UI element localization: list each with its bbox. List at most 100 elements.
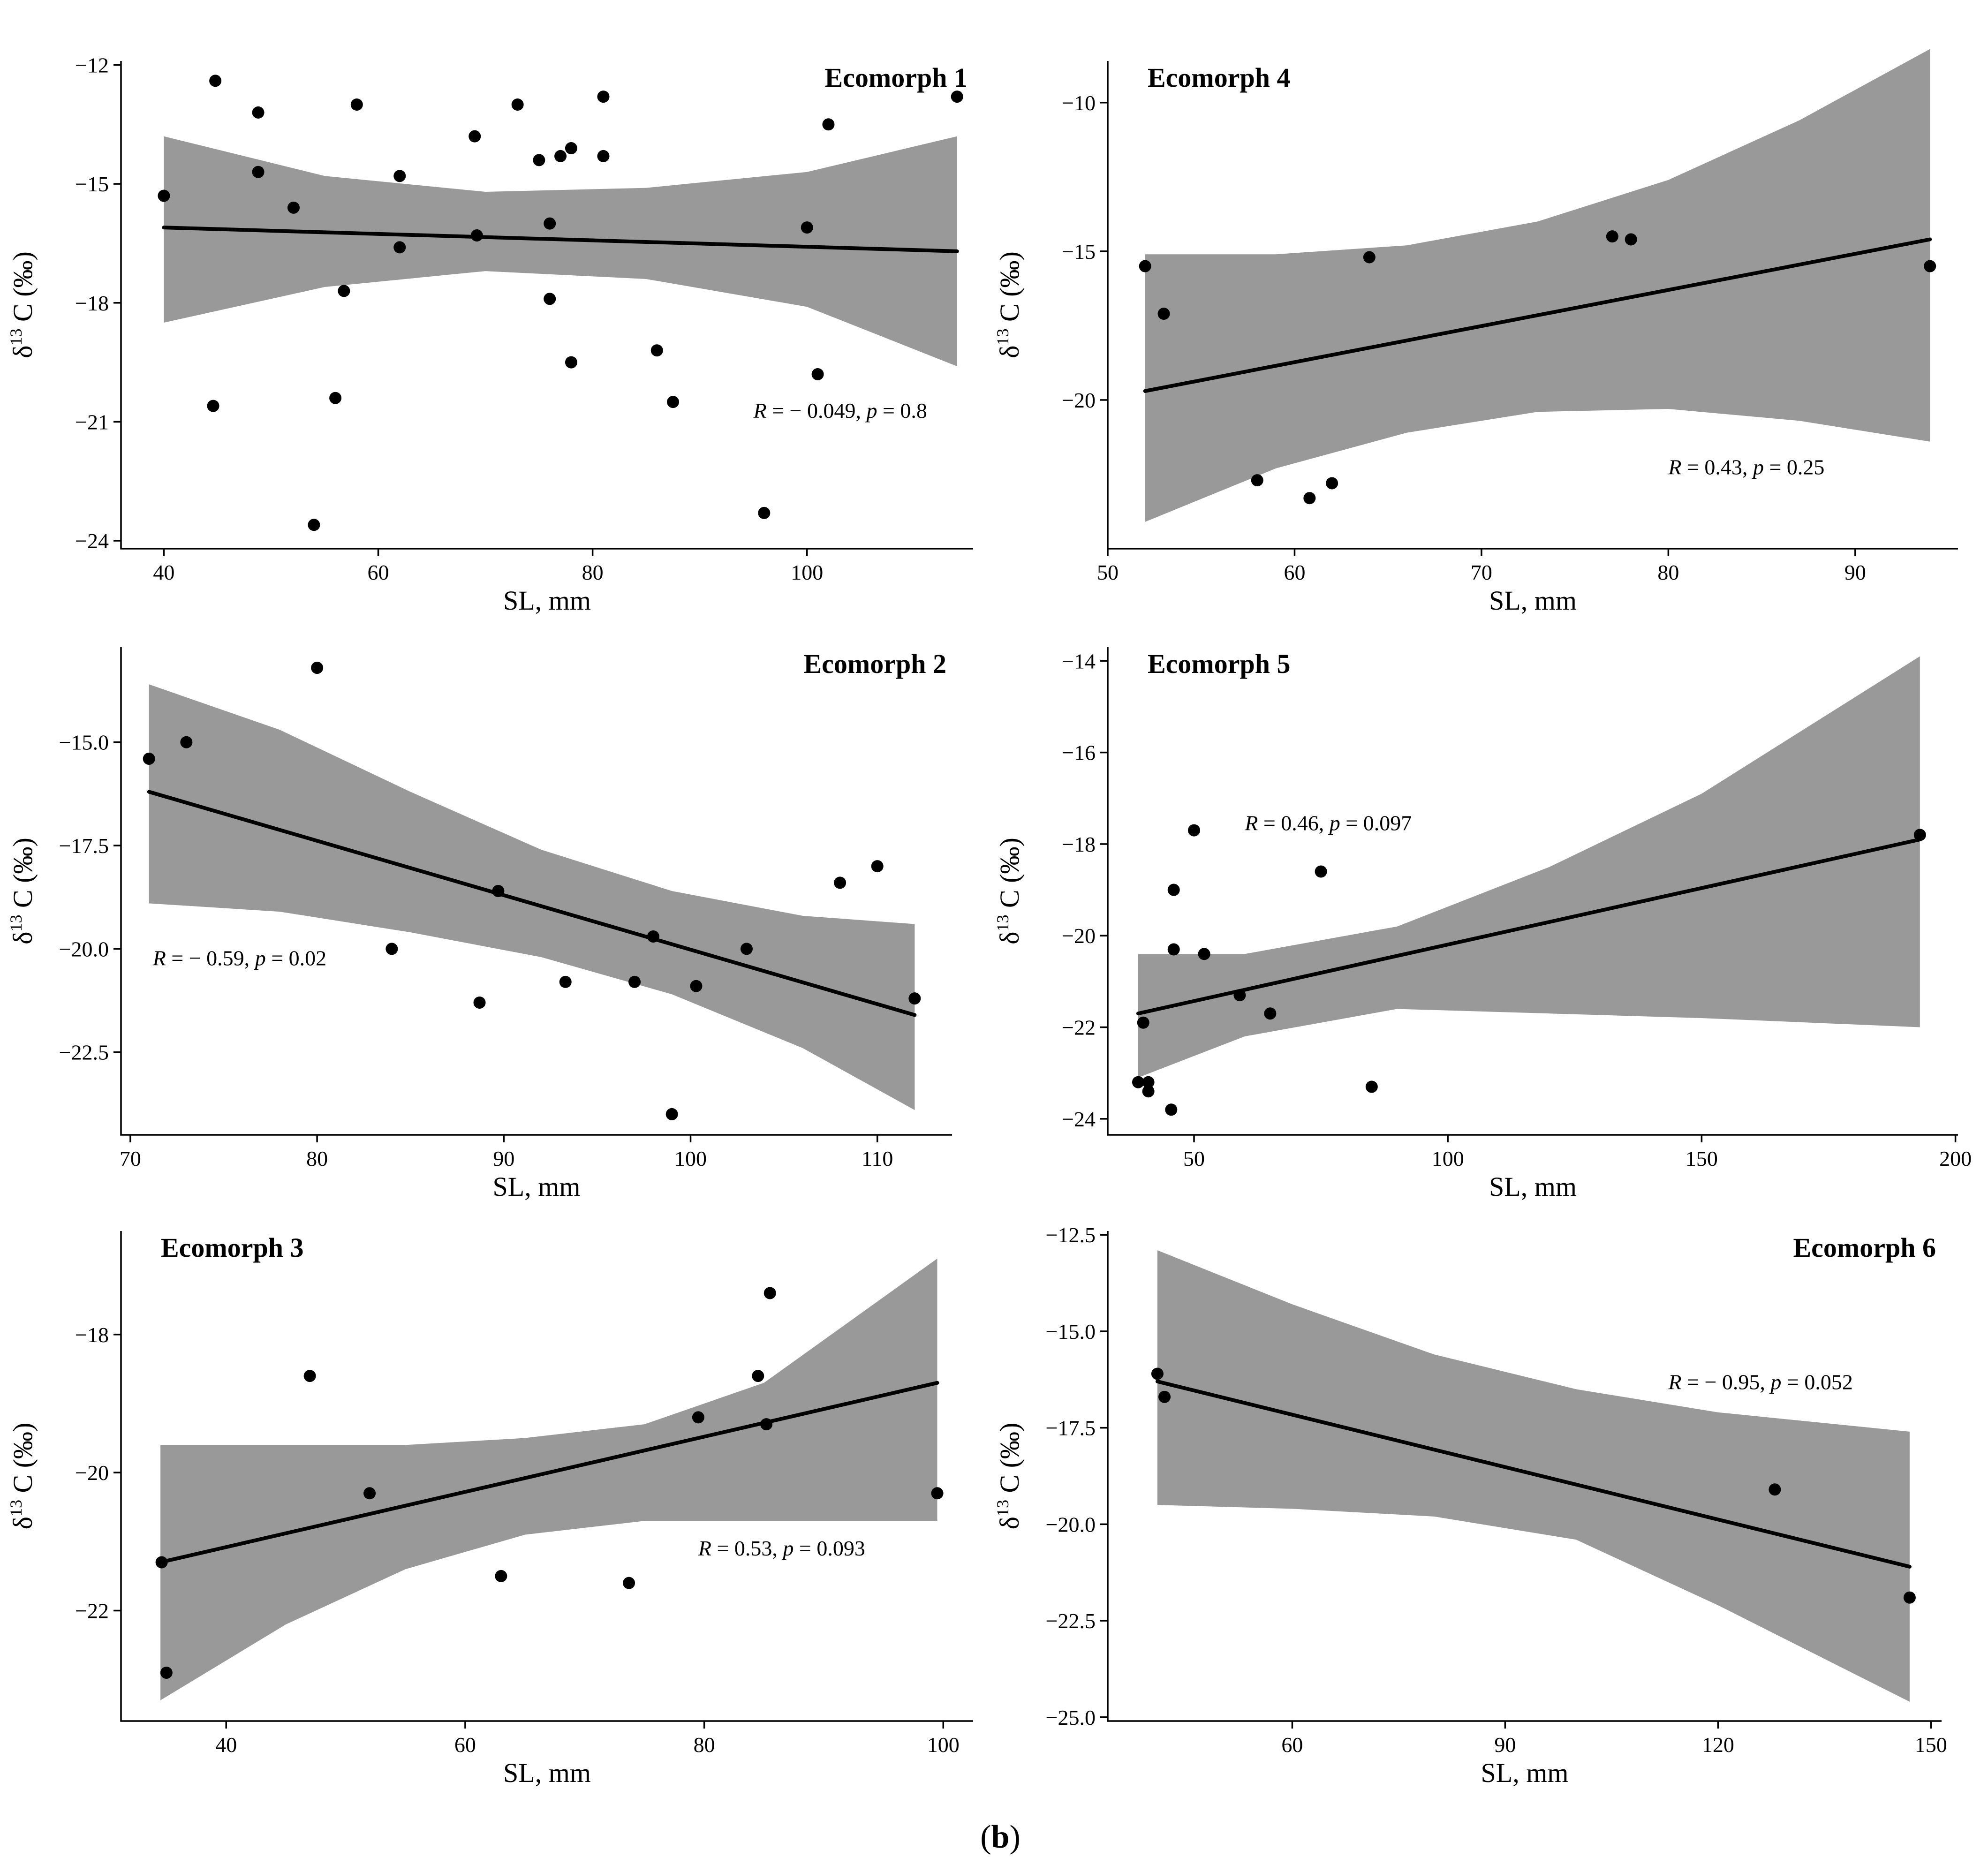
data-point — [690, 980, 703, 992]
data-point — [470, 229, 483, 242]
y-axis-title-rest: C (‰) — [994, 251, 1025, 328]
data-point — [1167, 883, 1180, 896]
correlation-annotation: R = − 0.59, p = 0.02 — [152, 946, 326, 970]
y-tick-label: −15.0 — [59, 731, 109, 755]
x-tick-label: 80 — [1657, 560, 1679, 584]
data-point — [763, 1287, 776, 1299]
y-tick-label: −16 — [1062, 741, 1096, 765]
annotation-r-value: = − 0.95, — [1682, 1370, 1771, 1394]
x-tick-label: 50 — [1183, 1147, 1205, 1170]
data-point — [1151, 1367, 1164, 1380]
data-point — [692, 1411, 704, 1424]
data-point — [473, 996, 486, 1009]
x-axis-title: SL, mm — [1481, 1758, 1569, 1788]
data-point — [143, 752, 155, 765]
y-tick-label: −22 — [1062, 1016, 1096, 1040]
y-tick-label: −22.5 — [1046, 1609, 1096, 1633]
correlation-annotation: R = 0.43, p = 0.25 — [1668, 455, 1824, 479]
y-axis-title-rest: C (‰) — [8, 251, 38, 328]
y-axis-title-superscript: 13 — [7, 1500, 25, 1517]
data-point — [492, 885, 505, 897]
data-point — [1188, 824, 1201, 837]
y-tick-label: −20.0 — [59, 937, 109, 961]
data-point — [760, 1418, 773, 1431]
regression-line — [147, 790, 917, 1017]
y-axis-title: δ13 C (‰) — [993, 838, 1025, 944]
correlation-annotation: R = − 0.049, p = 0.8 — [753, 399, 927, 423]
x-axis-title: SL, mm — [1489, 1171, 1577, 1202]
chart-panel-4: 50 60 70 80 90 −10 −15 −20 SL, mm δ13 C (‰) Ecomor… — [993, 49, 1958, 616]
y-axis-title-rest: C (‰) — [8, 838, 38, 914]
x-axis-title: SL, mm — [1489, 585, 1577, 616]
y-tick-label: −20 — [75, 1461, 109, 1485]
panel-title: Ecomorph 2 — [804, 649, 947, 679]
regression-line — [1155, 1379, 1912, 1569]
y-tick-label: −18 — [75, 1323, 109, 1347]
annotation-r-value: = − 0.59, — [166, 946, 255, 970]
data-point — [338, 285, 350, 297]
x-axis-title: SL, mm — [493, 1171, 581, 1202]
data-point — [287, 201, 300, 214]
regression-line — [162, 226, 959, 253]
data-point — [1142, 1085, 1155, 1098]
annotation-r-value: = 0.53, — [711, 1536, 783, 1560]
panel-title: Ecomorph 1 — [825, 62, 968, 93]
chart-panel-1: 40 60 80 100 −12 −15 −18 −21 −24 SL, mm δ13 C (‰) E… — [7, 53, 973, 616]
x-tick-label: 70 — [120, 1147, 141, 1170]
chart-panel-2: 70 80 90 100 110 −15.0 −17.5 −20.0 −22.5 SL, mm δ1… — [7, 647, 952, 1202]
y-axis-title-rest: C (‰) — [994, 1423, 1025, 1500]
data-point — [931, 1487, 944, 1500]
y-axis-title-rest: C (‰) — [8, 1423, 38, 1500]
data-point — [597, 91, 610, 103]
data-point — [155, 1556, 168, 1569]
data-point — [393, 170, 406, 182]
confidence-band — [149, 684, 915, 1110]
y-axis-title-delta: δ — [994, 931, 1025, 944]
data-point — [740, 943, 753, 955]
x-tick-label: 100 — [674, 1147, 707, 1170]
y-axis-title-delta: δ — [8, 931, 38, 944]
data-point — [801, 221, 813, 234]
data-point — [209, 75, 222, 87]
x-tick-label: 40 — [215, 1733, 237, 1757]
data-point — [1326, 477, 1338, 490]
annotation-r-symbol: R — [1668, 455, 1681, 479]
chart-panel-3: 40 60 80 100 −18 −20 −22 SL, mm δ13 C (‰) Ecomorp… — [7, 1231, 973, 1788]
x-tick-label: 110 — [862, 1147, 893, 1170]
x-tick-label: 60 — [368, 560, 389, 584]
data-point — [252, 166, 265, 178]
x-tick-label: 150 — [1915, 1733, 1947, 1757]
y-axis-title-superscript: 13 — [7, 914, 25, 931]
data-point — [1132, 1076, 1144, 1088]
figure-caption: (b) — [980, 1819, 1020, 1855]
correlation-annotation: R = 0.53, p = 0.093 — [698, 1536, 865, 1560]
y-axis-title-delta: δ — [994, 1517, 1025, 1529]
annotation-p-symbol: p — [1328, 811, 1340, 835]
data-point — [752, 1370, 764, 1382]
annotation-p-value: = 0.052 — [1781, 1370, 1852, 1394]
data-point — [329, 392, 342, 404]
data-point — [363, 1487, 376, 1500]
data-point — [303, 1370, 316, 1382]
data-point — [559, 975, 572, 988]
y-tick-label: −10 — [1062, 91, 1096, 115]
data-point — [1365, 1080, 1378, 1093]
x-tick-label: 40 — [153, 560, 174, 584]
y-axis-title-superscript: 13 — [993, 328, 1012, 345]
annotation-p-value: = 0.093 — [794, 1536, 865, 1560]
x-tick-label: 100 — [927, 1733, 960, 1757]
annotation-r-symbol: R — [753, 399, 766, 423]
data-point — [1903, 1591, 1916, 1604]
x-tick-label: 90 — [1844, 560, 1866, 584]
y-axis-title-delta: δ — [8, 345, 38, 358]
data-point — [665, 1108, 678, 1120]
y-tick-label: −25.0 — [1046, 1706, 1096, 1729]
data-point — [252, 106, 265, 119]
y-tick-label: −12.5 — [1046, 1223, 1096, 1247]
data-point — [1142, 1076, 1155, 1088]
y-tick-label: −20.0 — [1046, 1512, 1096, 1536]
y-axis-title-superscript: 13 — [993, 914, 1012, 931]
annotation-p-value: = 0.25 — [1764, 455, 1824, 479]
